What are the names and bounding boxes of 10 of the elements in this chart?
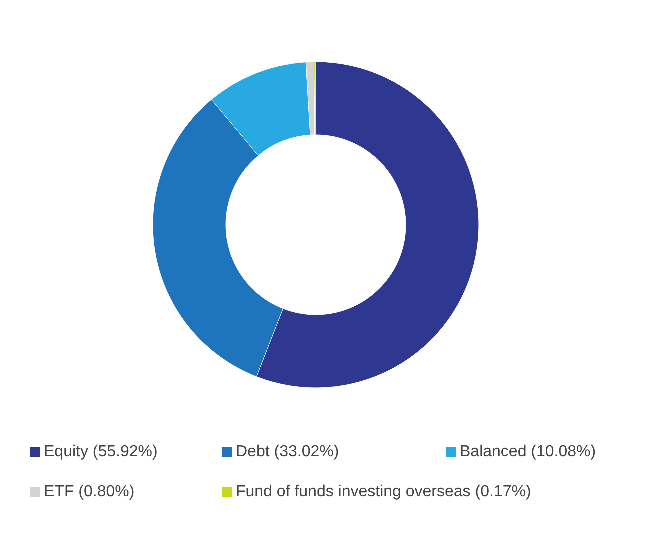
legend-label: Debt xyxy=(236,444,270,460)
legend-label: ETF xyxy=(44,484,74,500)
legend-label: Balanced xyxy=(460,444,527,460)
legend-label: Fund of funds investing overseas xyxy=(236,484,471,500)
data-label: (0.17%) xyxy=(475,484,532,500)
data-label: (33.02%) xyxy=(274,444,340,460)
data-label: (0.80%) xyxy=(78,484,135,500)
legend-label: Equity xyxy=(44,444,88,460)
data-label: (10.08%) xyxy=(531,444,596,460)
data-label: (55.92%) xyxy=(92,444,158,460)
